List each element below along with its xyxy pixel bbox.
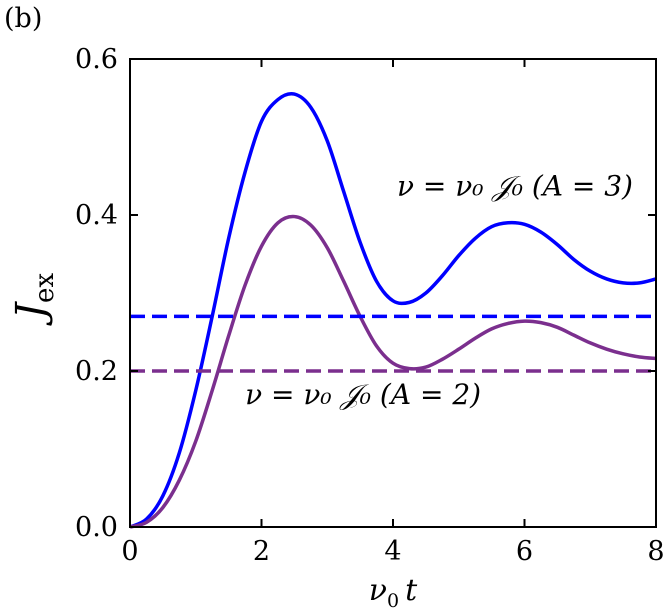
series-line-2: [129, 214, 657, 529]
curve-annotation: ν = ν₀ 𝒥₀ (A = 3): [397, 170, 633, 203]
plot-frame: [129, 58, 657, 528]
x-axis: 0 2 4 6 8: [121, 59, 664, 567]
annotation-backing: [242, 377, 485, 411]
y-axis: 0.0 0.2 0.4 0.6: [75, 44, 656, 543]
y-tick-label: 0.0: [75, 512, 118, 543]
annotation-backing: [393, 169, 636, 203]
y-tick-label: 0.2: [75, 356, 118, 387]
y-tick-label: 0.4: [75, 200, 118, 231]
x-tick-label: 8: [647, 536, 664, 567]
curve-annotation: ν = ν₀ 𝒥₀ (A = 2): [245, 378, 481, 411]
x-tick-label: 0: [121, 536, 138, 567]
x-tick-label: 2: [253, 536, 270, 567]
y-axis-label: Jex: [8, 273, 60, 326]
x-tick-label: 6: [516, 536, 533, 567]
x-axis-label: ν0 t: [369, 573, 418, 612]
y-tick-label: 0.6: [75, 44, 118, 75]
panel-label: (b): [4, 3, 42, 34]
series-layer: [129, 92, 657, 529]
series-line-1: [129, 92, 657, 529]
x-tick-label: 4: [384, 536, 401, 567]
annotation-layer: ν = ν₀ 𝒥₀ (A = 3) ν = ν₀ 𝒥₀ (A = 2): [242, 169, 636, 411]
